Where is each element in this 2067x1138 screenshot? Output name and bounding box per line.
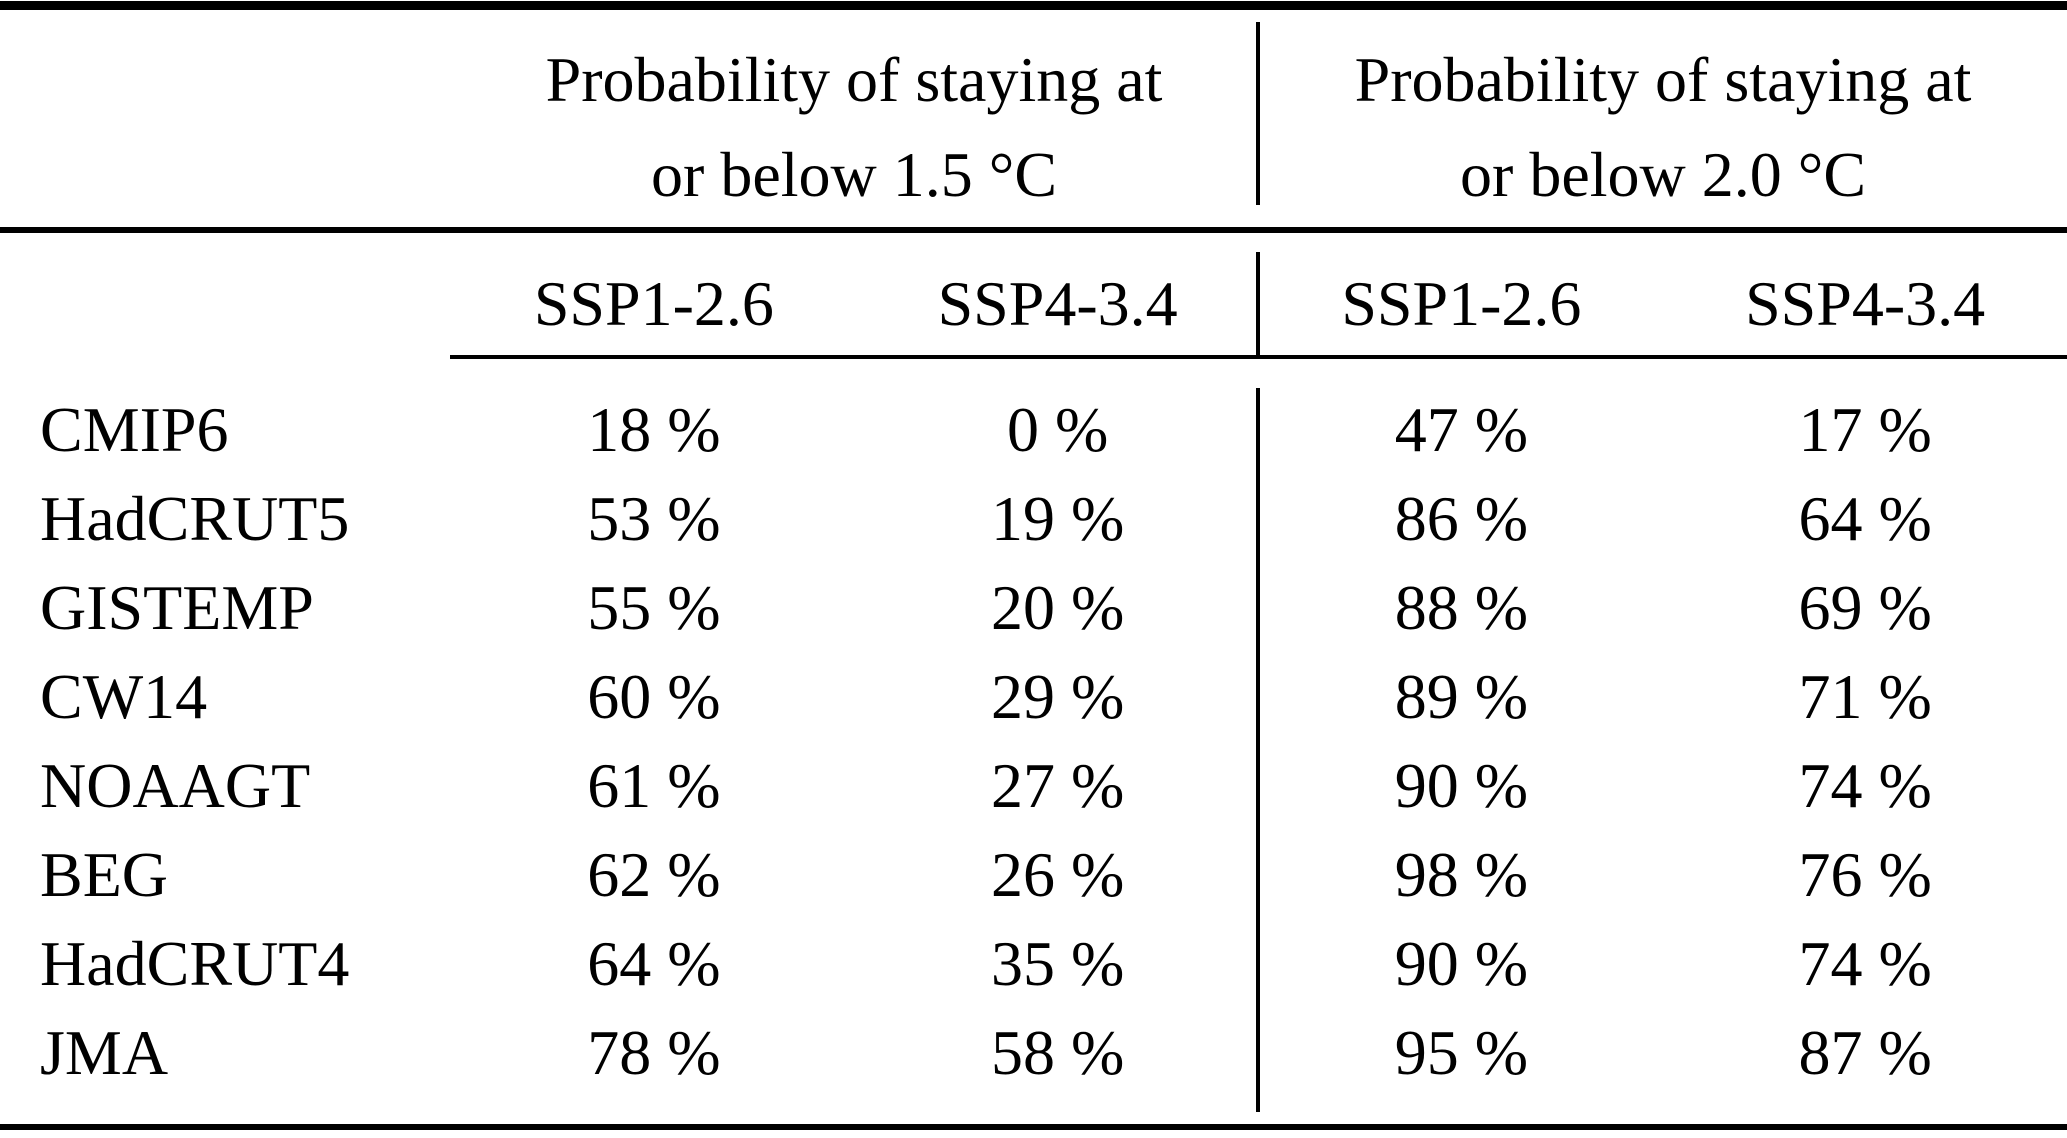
group-divider-body xyxy=(1256,388,1260,1112)
table-row-cmip6: CMIP6 18 % 0 % 47 % 17 % xyxy=(0,385,2067,474)
table-cell: 64 % xyxy=(1798,482,1932,554)
subheader-row: SSP1-2.6 SSP4-3.4 SSP1-2.6 SSP4-3.4 xyxy=(0,252,2067,355)
table-cell: 76 % xyxy=(1798,838,1932,910)
table-cell: 89 % xyxy=(1394,660,1529,732)
table-row-hadcrut4: HadCRUT4 64 % 35 % 90 % 74 % xyxy=(0,919,2067,1008)
table-cell: 98 % xyxy=(1394,838,1529,910)
table-cell: 62 % xyxy=(587,838,721,910)
bottom-rule xyxy=(0,1124,2067,1130)
table-row-hadcrut5: HadCRUT5 53 % 19 % 86 % 64 % xyxy=(0,474,2067,563)
top-rule xyxy=(0,1,2067,10)
table-cell: 18 % xyxy=(587,393,721,465)
table-row-beg: BEG 62 % 26 % 98 % 76 % xyxy=(0,830,2067,919)
table-cell: 78 % xyxy=(587,1016,721,1088)
row-label: BEG xyxy=(40,838,168,910)
table-cell: 29 % xyxy=(990,660,1125,732)
table-row-jma: JMA 78 % 58 % 95 % 87 % xyxy=(0,1008,2067,1097)
table-cell: 64 % xyxy=(587,927,721,999)
table-cell: 58 % xyxy=(990,1016,1125,1088)
table-body: CMIP6 18 % 0 % 47 % 17 % HadCRUT5 53 % 1… xyxy=(0,385,2067,1097)
row-label: HadCRUT5 xyxy=(40,482,350,554)
table-cell: 86 % xyxy=(1394,482,1529,554)
table-row-noaagt: NOAAGT 61 % 27 % 90 % 74 % xyxy=(0,741,2067,830)
subheader-ssp4-3.4-left: SSP4-3.4 xyxy=(937,267,1178,339)
group-divider-header xyxy=(1256,22,1260,205)
table-cell: 74 % xyxy=(1798,749,1932,821)
row-label: GISTEMP xyxy=(40,571,314,643)
column-group-header-1p5c: Probability of staying at or below 1.5 °… xyxy=(451,32,1257,222)
table-cell: 90 % xyxy=(1394,749,1529,821)
table-cell: 90 % xyxy=(1394,927,1529,999)
row-label: NOAAGT xyxy=(40,749,311,821)
table-cell: 55 % xyxy=(587,571,721,643)
table-row-cw14: CW14 60 % 29 % 89 % 71 % xyxy=(0,652,2067,741)
table-cell: 26 % xyxy=(990,838,1125,910)
group-header-line2: or below 1.5 °C xyxy=(651,139,1057,210)
subheader-ssp1-2.6-right: SSP1-2.6 xyxy=(1341,267,1582,339)
group-divider-subheader xyxy=(1256,252,1260,355)
subheader-ssp1-2.6-left: SSP1-2.6 xyxy=(533,267,774,339)
subheader-ssp4-3.4-right: SSP4-3.4 xyxy=(1745,267,1986,339)
table-cell: 74 % xyxy=(1798,927,1932,999)
table-cell: 20 % xyxy=(990,571,1125,643)
table-cell: 0 % xyxy=(1006,393,1109,465)
header-rule xyxy=(0,227,2067,233)
group-header-line1: Probability of staying at xyxy=(545,44,1163,115)
table-cell: 17 % xyxy=(1798,393,1932,465)
table-cell: 88 % xyxy=(1394,571,1529,643)
group-header-line1: Probability of staying at xyxy=(1354,44,1972,115)
table-cell: 61 % xyxy=(587,749,721,821)
group-header-line2: or below 2.0 °C xyxy=(1460,139,1866,210)
row-label: CMIP6 xyxy=(40,393,229,465)
table-cell: 71 % xyxy=(1798,660,1932,732)
row-label: CW14 xyxy=(40,660,208,732)
table-cell: 27 % xyxy=(990,749,1125,821)
row-label: HadCRUT4 xyxy=(40,927,350,999)
table-cell: 95 % xyxy=(1394,1016,1529,1088)
table-row-gistemp: GISTEMP 55 % 20 % 88 % 69 % xyxy=(0,563,2067,652)
table-cell: 47 % xyxy=(1394,393,1529,465)
table-cell: 19 % xyxy=(990,482,1125,554)
table-cell: 53 % xyxy=(587,482,721,554)
table-cell: 35 % xyxy=(990,927,1125,999)
table-cell: 87 % xyxy=(1798,1016,1932,1088)
subheader-rule xyxy=(450,355,2067,359)
table-cell: 60 % xyxy=(587,660,721,732)
column-group-header-2p0c: Probability of staying at or below 2.0 °… xyxy=(1260,32,2066,222)
table-cell: 69 % xyxy=(1798,571,1932,643)
row-label: JMA xyxy=(40,1016,169,1088)
